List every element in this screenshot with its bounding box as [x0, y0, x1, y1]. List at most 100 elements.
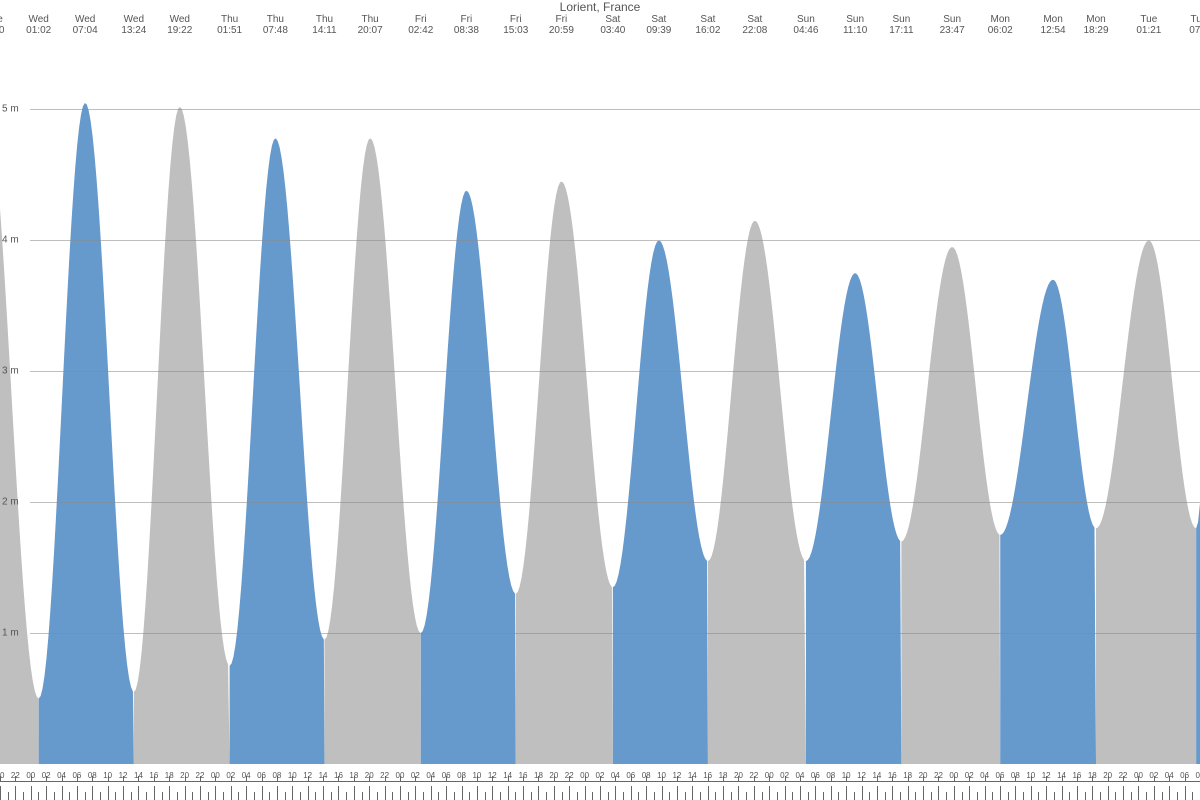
- top-label: Sun11:10: [843, 14, 867, 36]
- top-label-day: Thu: [362, 14, 379, 25]
- hour-label: 16: [519, 771, 528, 780]
- top-label: Mon12:54: [1041, 14, 1066, 36]
- hour-tick-minor: [677, 786, 678, 800]
- top-label-day: Wed: [75, 14, 95, 25]
- top-label-time: 01:51: [217, 25, 242, 36]
- top-label-day: Sun: [797, 14, 815, 25]
- top-label-day: Fri: [556, 14, 568, 25]
- hour-label: 20: [549, 771, 558, 780]
- top-label-day: Sat: [651, 14, 666, 25]
- hour-tick-minor: [485, 792, 486, 800]
- top-label: Fri02:42: [408, 14, 433, 36]
- top-label: Tue01:21: [1136, 14, 1161, 36]
- hour-tick-minor: [338, 786, 339, 800]
- hour-label: 06: [442, 771, 451, 780]
- top-label-day: Thu: [316, 14, 333, 25]
- hour-tick-minor: [115, 792, 116, 800]
- hour-tick-minor: [623, 792, 624, 800]
- hour-tick-minor: [177, 792, 178, 800]
- hour-label: 06: [811, 771, 820, 780]
- hour-tick-minor: [1054, 792, 1055, 800]
- hour-label: 18: [349, 771, 358, 780]
- top-label: Sat03:40: [600, 14, 625, 36]
- hour-tick-minor: [215, 786, 216, 800]
- top-label: Mon06:02: [988, 14, 1013, 36]
- hour-tick-minor: [777, 792, 778, 800]
- hour-tick-minor: [1146, 792, 1147, 800]
- hour-tick-minor: [62, 786, 63, 800]
- hour-tick-minor: [1162, 792, 1163, 800]
- top-label-day: Wed: [124, 14, 144, 25]
- top-label: Wed13:24: [121, 14, 146, 36]
- hour-label: 10: [657, 771, 666, 780]
- hour-tick-minor: [346, 792, 347, 800]
- top-label-time: 01:21: [1136, 25, 1161, 36]
- hour-tick-minor: [769, 786, 770, 800]
- hour-tick-minor: [323, 786, 324, 800]
- top-label-time: 17:11: [889, 25, 913, 36]
- y-axis-label: 3 m: [2, 366, 19, 377]
- top-label: Fri20:59: [549, 14, 574, 36]
- hour-tick-minor: [508, 786, 509, 800]
- hour-label: 00: [211, 771, 220, 780]
- hour-tick-minor: [1100, 792, 1101, 800]
- hour-tick-minor: [885, 792, 886, 800]
- hour-label: 02: [226, 771, 235, 780]
- hour-label: 16: [1072, 771, 1081, 780]
- hour-tick-minor: [1046, 786, 1047, 800]
- hour-tick-minor: [646, 786, 647, 800]
- tide-lobe: [230, 138, 325, 764]
- hour-tick-minor: [585, 786, 586, 800]
- hour-label: 22: [196, 771, 205, 780]
- gridline: [30, 109, 1200, 110]
- hour-tick-minor: [169, 786, 170, 800]
- hour-tick-minor: [131, 792, 132, 800]
- hour-tick-minor: [1108, 786, 1109, 800]
- top-label: Wed19:22: [167, 14, 192, 36]
- hour-tick-minor: [808, 792, 809, 800]
- hour-tick-minor: [31, 786, 32, 800]
- hour-tick-minor: [46, 786, 47, 800]
- hour-tick-minor: [762, 792, 763, 800]
- top-label-time: 02:42: [408, 25, 433, 36]
- plot-area: 1 m2 m3 m4 m5 m: [0, 44, 1200, 764]
- hour-label: 10: [288, 771, 297, 780]
- hour-tick-minor: [1062, 786, 1063, 800]
- top-label-day: Fri: [415, 14, 427, 25]
- hour-tick-minor: [715, 792, 716, 800]
- top-label: Sat22:08: [742, 14, 767, 36]
- hour-tick-minor: [954, 786, 955, 800]
- hour-label: 06: [626, 771, 635, 780]
- hour-label: 14: [319, 771, 328, 780]
- hour-tick-minor: [1177, 792, 1178, 800]
- hour-tick-minor: [869, 792, 870, 800]
- top-label: Sat09:39: [646, 14, 671, 36]
- tide-lobe: [1000, 280, 1096, 764]
- top-label-day: Mon: [1043, 14, 1062, 25]
- top-label-day: Mon: [990, 14, 1009, 25]
- hour-tick-minor: [1092, 786, 1093, 800]
- hour-tick-minor: [554, 786, 555, 800]
- hour-tick-minor: [438, 792, 439, 800]
- hour-label: 06: [257, 771, 266, 780]
- hour-tick-minor: [1192, 792, 1193, 800]
- top-label-time: 08:38: [454, 25, 479, 36]
- hour-tick-minor: [615, 786, 616, 800]
- tide-lobe: [806, 273, 901, 764]
- top-label-time: 07:: [1189, 25, 1200, 36]
- hour-tick-minor: [100, 792, 101, 800]
- tide-chart: Lorient, France e-0Wed01:02Wed07:04Wed13…: [0, 0, 1200, 800]
- hour-tick-minor: [908, 786, 909, 800]
- hour-tick-minor: [792, 792, 793, 800]
- hour-tick-minor: [892, 786, 893, 800]
- tide-area-svg: [0, 44, 1200, 764]
- hour-label: 08: [642, 771, 651, 780]
- hour-label: 12: [1042, 771, 1051, 780]
- hour-tick-minor: [723, 786, 724, 800]
- hour-tick-minor: [92, 786, 93, 800]
- hour-label: 02: [965, 771, 974, 780]
- hour-tick-minor: [931, 792, 932, 800]
- hour-tick-minor: [392, 792, 393, 800]
- hour-tick-minor: [654, 792, 655, 800]
- gridline: [30, 633, 1200, 634]
